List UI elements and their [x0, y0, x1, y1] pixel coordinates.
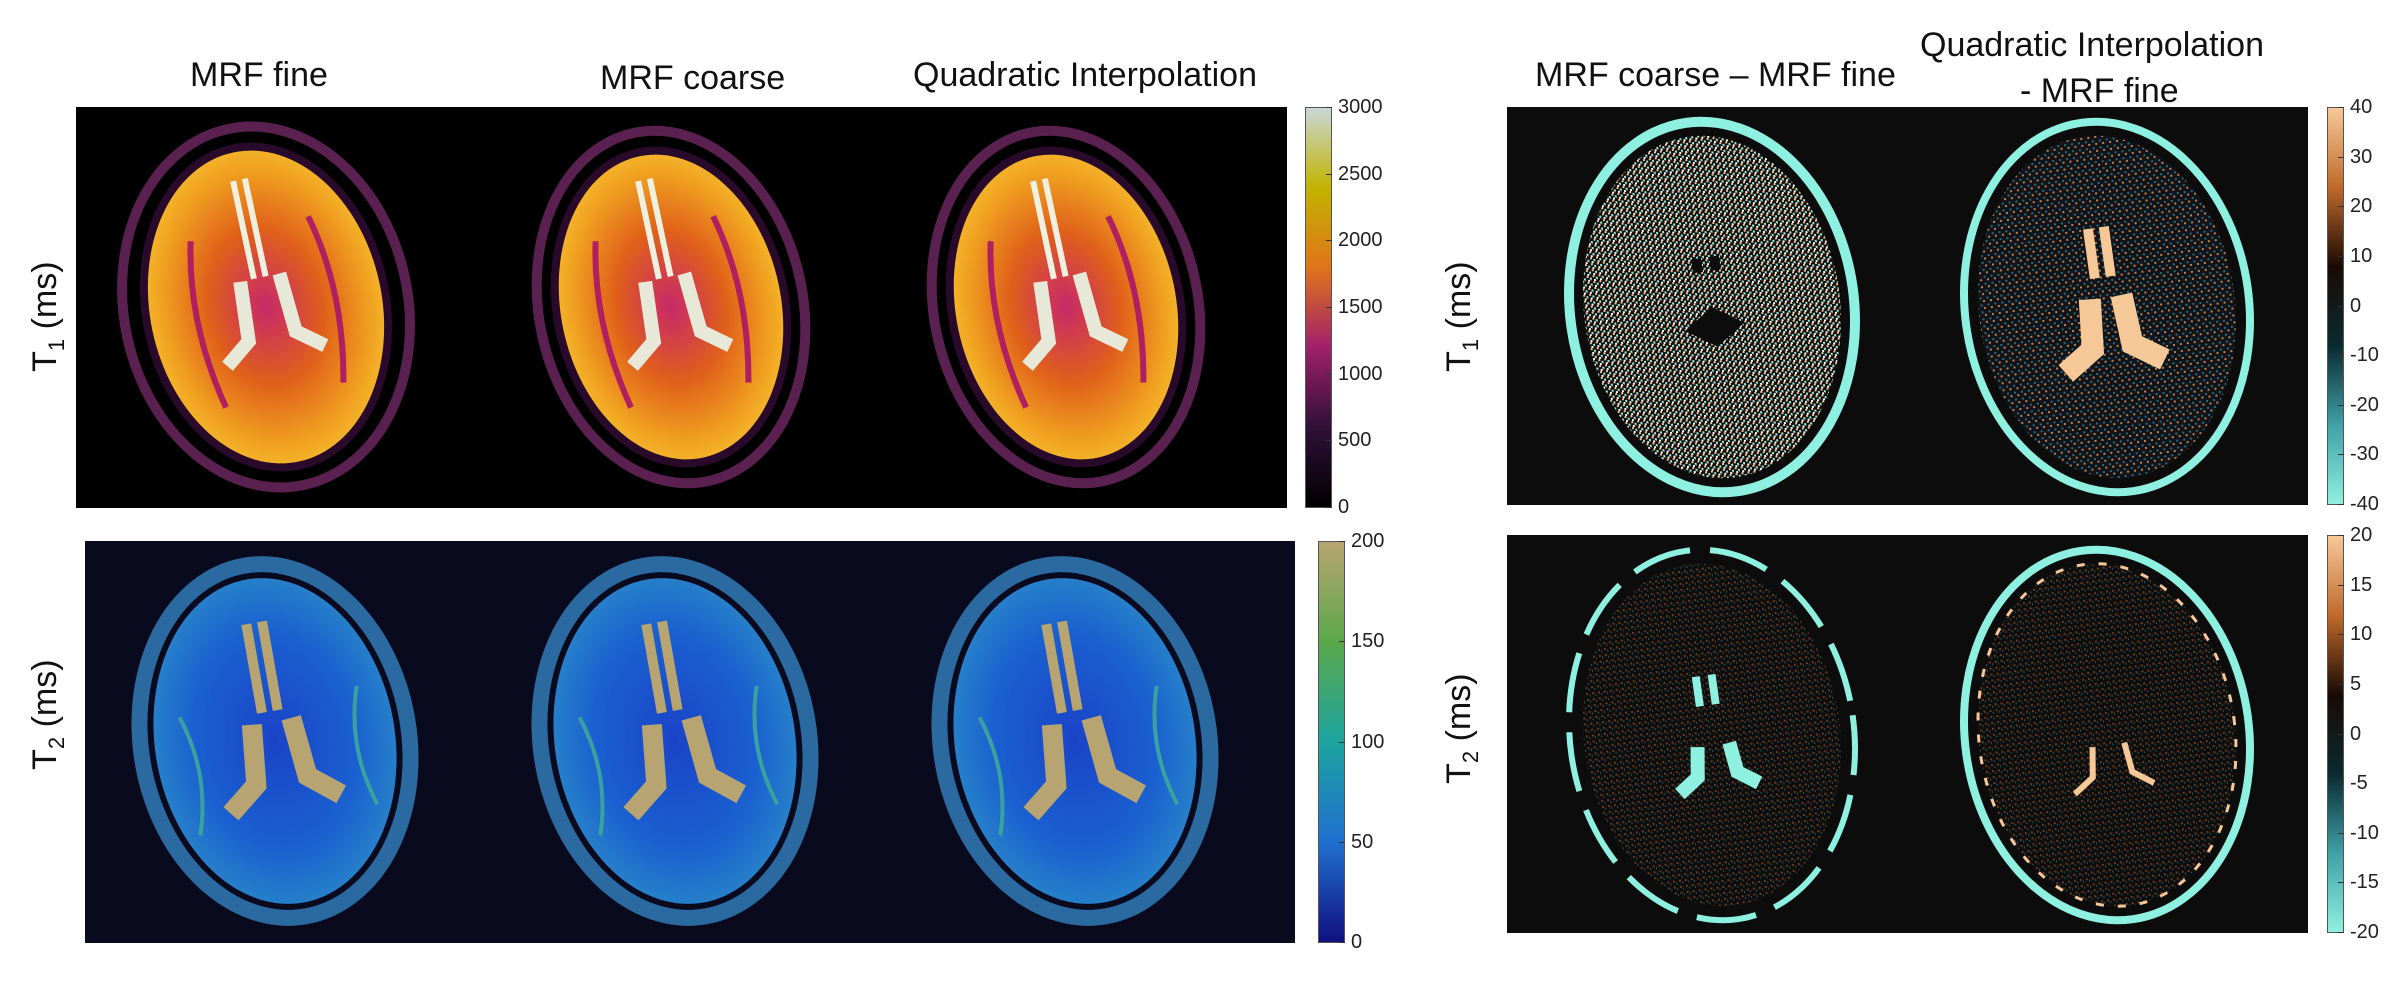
- colorbar-tick-label: 1500: [1338, 296, 1383, 318]
- colorbar-tick-mark: [1326, 507, 1332, 508]
- colorbar-tick-label: 100: [1351, 730, 1385, 753]
- colorbar-tick-mark: [2338, 355, 2344, 357]
- t1-coarse-minus-fine-image: [1564, 116, 1860, 498]
- colorbar-tick-mark: [1339, 641, 1345, 643]
- colorbar-tick-mark: [1326, 373, 1332, 375]
- colorbar-tick-mark: [2338, 932, 2344, 933]
- colorbar-tick-label: -20: [2350, 921, 2379, 943]
- colorbar-tick-mark: [2338, 683, 2344, 685]
- t1-difference-images: [1564, 116, 2254, 498]
- colorbar-tick-label: -30: [2350, 443, 2379, 466]
- colorbar-tick-mark: [2338, 783, 2344, 785]
- colorbar-tick-label: -40: [2350, 493, 2379, 515]
- colorbar-tick-label: 15: [2350, 573, 2373, 596]
- colorbar-tick-mark: [2338, 535, 2344, 536]
- colorbar-tick-label: 0: [2350, 722, 2362, 745]
- t1-mrf-coarse-image: [531, 125, 811, 489]
- colorbar-tick-mark: [2338, 832, 2344, 834]
- column-title-mrf-coarse: MRF coarse: [600, 59, 786, 97]
- t2-mrf-fine-image: [131, 556, 419, 926]
- colorbar-tick-mark: [2338, 454, 2344, 456]
- t1-maps-panel: [76, 107, 1287, 508]
- t2-maps-panel: [85, 541, 1295, 943]
- column-title-quadratic-minus-fine-line2: - MRF fine: [2020, 72, 2179, 110]
- colorbar-tick-label: -5: [2350, 772, 2368, 795]
- colorbar-tick-mark: [2338, 504, 2344, 505]
- colorbar-tick-mark: [2338, 156, 2344, 158]
- colorbar-tick-label: 50: [1351, 830, 1374, 853]
- t1-quadratic-image: [926, 125, 1206, 489]
- colorbar-tick-label: 0: [2350, 294, 2362, 317]
- colorbar-tick-label: 5: [2350, 672, 2362, 695]
- row-label-t1-right: T1 (ms): [1440, 261, 1483, 372]
- column-title-coarse-minus-fine: MRF coarse – MRF fine: [1535, 56, 1896, 94]
- colorbar-tick-mark: [1339, 541, 1345, 542]
- t1-brain-images: [117, 121, 1206, 493]
- colorbar-tick-label: 1000: [1338, 362, 1383, 385]
- t1-mrf-fine-image: [117, 121, 415, 493]
- colorbar-tick-label: 200: [1351, 530, 1385, 552]
- colorbar-tick-mark: [1326, 440, 1332, 442]
- colorbar-tick-label: -15: [2350, 871, 2379, 894]
- colorbar-tick-mark: [1326, 107, 1332, 108]
- colorbar-tick-mark: [2338, 733, 2344, 735]
- colorbar-tick-mark: [2338, 255, 2344, 257]
- colorbar-tick-label: 3000: [1338, 96, 1383, 118]
- colorbar-tick-mark: [2338, 634, 2344, 636]
- colorbar-tick-mark: [2338, 305, 2344, 307]
- colorbar-tick-mark: [2338, 584, 2344, 586]
- colorbar-tick-mark: [1326, 240, 1332, 242]
- colorbar-tick-mark: [2338, 404, 2344, 406]
- t2-quadratic-image: [931, 556, 1219, 926]
- t2-brain-images: [131, 556, 1219, 926]
- colorbar-tick-label: -10: [2350, 821, 2379, 844]
- colorbar-tick-label: 40: [2350, 96, 2373, 118]
- t2-mrf-coarse-image: [531, 556, 819, 926]
- colorbar-tick-label: 30: [2350, 145, 2373, 168]
- row-label-t1-left: T1 (ms): [26, 261, 69, 372]
- colorbar-tick-label: 10: [2350, 623, 2373, 646]
- column-title-quadratic-minus-fine-line1: Quadratic Interpolation: [1920, 26, 2264, 64]
- row-label-t2-left: T2 (ms): [26, 659, 69, 770]
- colorbar-tick-mark: [1339, 741, 1345, 743]
- colorbar-tick-label: 20: [2350, 524, 2373, 546]
- colorbar-tick-label: 2000: [1338, 229, 1383, 252]
- colorbar-tick-mark: [1326, 173, 1332, 175]
- colorbar-tick-mark: [1339, 841, 1345, 843]
- column-title-quadratic-interpolation: Quadratic Interpolation: [913, 56, 1257, 94]
- t2-difference-panel: [1507, 535, 2308, 933]
- t2-difference-images: [1566, 545, 2254, 925]
- colorbar-tick-mark: [2338, 206, 2344, 208]
- colorbar-tick-mark: [2338, 882, 2344, 884]
- colorbar-tick-label: 10: [2350, 244, 2373, 267]
- t1-quadratic-minus-fine-image: [1960, 117, 2254, 497]
- colorbar-tick-label: -20: [2350, 393, 2379, 416]
- colorbar-tick-label: 0: [1351, 931, 1363, 953]
- colorbar-tick-label: 20: [2350, 195, 2373, 218]
- colorbar-tick-label: 2500: [1338, 162, 1383, 185]
- colorbar-tick-label: 0: [1338, 496, 1350, 518]
- colorbar-tick-label: 150: [1351, 630, 1385, 653]
- t2-coarse-minus-fine-image: [1566, 546, 1858, 924]
- t1-difference-panel: [1507, 107, 2308, 505]
- t2-quadratic-minus-fine-image: [1960, 545, 2254, 925]
- colorbar-tick-mark: [1339, 942, 1345, 943]
- colorbar-tick-mark: [1326, 307, 1332, 308]
- colorbar-tick-mark: [2338, 107, 2344, 108]
- colorbar-tick-label: -10: [2350, 344, 2379, 367]
- colorbar-tick-label: 500: [1338, 429, 1372, 452]
- row-label-t2-right: T2 (ms): [1440, 673, 1483, 784]
- column-title-mrf-fine: MRF fine: [190, 56, 328, 94]
